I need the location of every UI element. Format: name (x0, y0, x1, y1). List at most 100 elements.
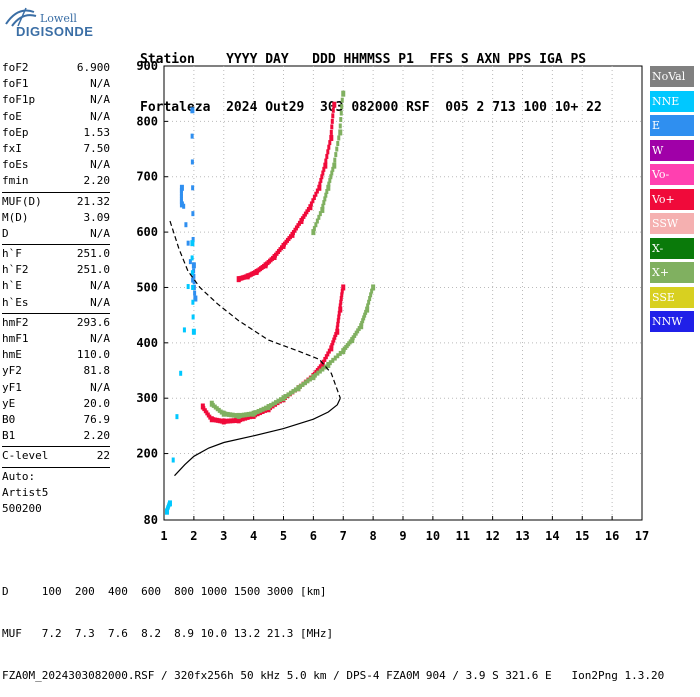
data-point (191, 284, 195, 290)
x-tick-label: 9 (399, 529, 406, 543)
data-point (339, 117, 343, 123)
data-point (321, 203, 325, 209)
data-point (331, 340, 335, 346)
param-value: 2.20 (83, 174, 111, 188)
data-point (327, 181, 331, 187)
data-point (219, 418, 223, 424)
param-row: hmF2 293.6 (2, 315, 110, 331)
data-point (331, 166, 335, 172)
x-tick-label: 8 (370, 529, 377, 543)
data-point (309, 201, 313, 207)
param-name: yF1 (2, 380, 22, 394)
data-point (337, 310, 341, 316)
data-point (279, 397, 283, 403)
data-point (331, 357, 335, 363)
data-point (329, 345, 334, 352)
ionogram-chart: 1 2 3 4 5 6 7 8 9 10 11 12 13 14 15 16 17802003004005006… (136, 59, 649, 543)
param-row: h`E N/A (2, 278, 110, 294)
lowell-digisonde-logo: Lowell DIGISONDE (2, 2, 93, 42)
param-name: D (2, 226, 9, 240)
data-point (239, 417, 243, 423)
param-value: N/A (90, 332, 110, 345)
data-point (326, 184, 331, 191)
param-value: N/A (90, 109, 110, 123)
data-point (336, 321, 340, 327)
data-point (328, 177, 332, 183)
data-point (323, 196, 327, 202)
data-point (338, 306, 343, 313)
data-point (215, 417, 219, 423)
data-point (179, 184, 184, 191)
data-point (331, 107, 335, 113)
data-point (322, 200, 326, 206)
param-value: 293.6 (76, 315, 110, 329)
param-separator (2, 466, 110, 468)
data-point (336, 353, 340, 359)
data-point (231, 418, 235, 424)
data-point (262, 263, 266, 269)
antenna-logo-icon (5, 7, 37, 27)
data-point (171, 457, 175, 463)
data-point (325, 153, 329, 159)
param-name: hmE (2, 348, 22, 362)
param-name: M(D) (2, 210, 29, 224)
data-point (368, 296, 372, 302)
param-row: foF1p N/A (2, 92, 110, 108)
param-value: 20.0 (83, 396, 111, 410)
data-point (186, 284, 190, 290)
y-tick-label: 700 (136, 170, 158, 184)
param-name: foEs (2, 158, 29, 172)
param-row: fmin 2.20 (2, 173, 110, 189)
param-value: 7.50 (83, 141, 111, 155)
param-name: foF1p (2, 93, 36, 107)
data-point (241, 416, 245, 422)
param-name: foEp (2, 125, 29, 139)
data-point (324, 192, 328, 198)
data-point (326, 361, 331, 368)
param-value: 6.900 (76, 61, 110, 74)
data-point (340, 104, 344, 110)
legend-item: Vo+ (650, 188, 694, 210)
data-point (251, 410, 256, 417)
data-point (338, 123, 342, 129)
param-name: B1 (2, 429, 16, 443)
x-tick-label: 11 (456, 529, 470, 543)
data-point (340, 97, 344, 103)
data-point (321, 366, 325, 372)
data-point (363, 312, 367, 318)
param-value: 2.20 (83, 429, 111, 443)
data-point (337, 135, 341, 141)
data-point (221, 418, 226, 425)
data-point (175, 414, 179, 420)
param-value: 3.09 (83, 210, 111, 224)
data-point (244, 274, 248, 280)
logo-line1: Lowell (40, 12, 77, 25)
data-point (313, 372, 317, 378)
y-tick-label: 800 (136, 114, 158, 128)
param-row: 500200 (2, 501, 110, 517)
data-point (297, 220, 301, 226)
data-point (226, 418, 230, 424)
data-point (182, 203, 186, 209)
x-tick-label: 10 (426, 529, 440, 543)
data-point (298, 383, 302, 389)
data-point (321, 170, 325, 176)
data-point (266, 404, 271, 411)
data-point (191, 236, 195, 242)
data-point (215, 406, 219, 412)
data-point (340, 288, 344, 294)
data-point (288, 234, 292, 240)
data-point (224, 411, 228, 417)
param-value: 110.0 (76, 348, 110, 362)
param-row: hmF1 N/A (2, 331, 110, 347)
data-point (190, 255, 194, 261)
data-point (316, 370, 320, 376)
data-point (326, 149, 330, 155)
data-point (362, 315, 366, 321)
data-point (329, 134, 334, 141)
data-point (234, 413, 238, 419)
data-point (348, 339, 352, 345)
data-point (324, 158, 328, 164)
data-point (337, 314, 341, 320)
data-point (253, 270, 257, 276)
